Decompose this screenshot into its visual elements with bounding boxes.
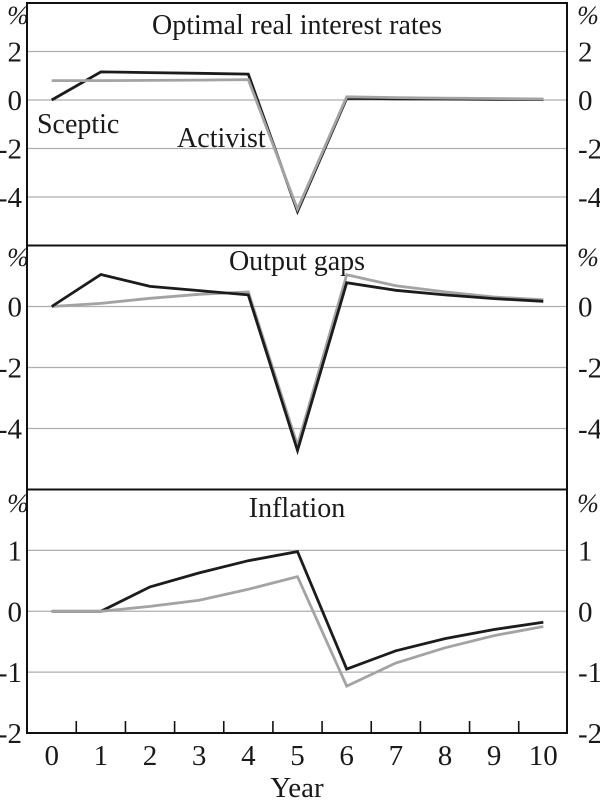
y-tick-label-left: -2 (0, 353, 22, 385)
percent-label-right: % (577, 489, 599, 518)
x-axis-title: Year (270, 772, 324, 802)
panel-3: 1 1 0 0 -1 -1 -2 -2% % Inflation (0, 488, 600, 750)
percent-label-left: % (7, 489, 29, 518)
percent-label-right: % (577, 243, 599, 272)
x-tick-label: 3 (192, 740, 207, 772)
y-tick-label-right: -2 (578, 134, 600, 166)
panel-2: 0 0 -2 -2 -4 -4% % Output gaps (0, 243, 600, 491)
y-tick-label-right: 0 (578, 292, 593, 324)
series-line-activist (51, 574, 544, 688)
y-tick-label-right: -2 (578, 353, 600, 385)
y-tick-label-right: -1 (578, 657, 600, 689)
panel-title: Optimal real interest rates (152, 10, 442, 41)
percent-label-left: % (7, 243, 29, 272)
percent-label-right: % (577, 1, 599, 30)
x-tick-label: 7 (389, 740, 404, 772)
y-tick-label-right: 0 (578, 596, 593, 628)
series-line-activist (51, 273, 544, 451)
y-tick-label-left: -2 (0, 718, 22, 750)
y-tick-label-left: -2 (0, 134, 22, 166)
x-tick-label: 1 (94, 740, 109, 772)
y-tick-label-right: 0 (578, 85, 593, 117)
y-tick-label-left: 0 (8, 85, 23, 117)
annotation-sceptic: Sceptic (37, 109, 119, 140)
x-tick-label: 8 (438, 740, 453, 772)
x-tick-label: 5 (290, 740, 305, 772)
x-axis: 0 1 2 3 4 5 6 7 8 9 10 Year (44, 721, 558, 804)
x-tick-label: 10 (529, 740, 558, 772)
panel-title: Output gaps (229, 246, 365, 277)
annotation-activist: Activist (177, 123, 266, 154)
series-line-sceptic (51, 70, 544, 216)
x-tick-label: 4 (241, 740, 256, 772)
x-tick-label: 9 (487, 740, 502, 772)
y-tick-label-left: -4 (0, 414, 22, 446)
y-tick-label-left: 2 (8, 37, 23, 69)
x-tick-label: 2 (143, 740, 158, 772)
panel-1: 2 2 0 0 -2 -2 -4 -4% % Optimal real interest rate… (0, 1, 600, 247)
panel-title: Inflation (249, 493, 345, 524)
y-tick-label-right: -4 (578, 182, 600, 214)
y-tick-label-left: 0 (8, 292, 23, 324)
y-tick-label-left: 1 (8, 535, 23, 567)
percent-label-left: % (7, 1, 29, 30)
y-tick-label-right: -2 (578, 718, 600, 750)
series-line-activist (51, 78, 544, 213)
y-tick-label-right: 2 (578, 37, 593, 69)
y-tick-label-left: -1 (0, 657, 22, 689)
y-tick-label-right: 1 (578, 535, 593, 567)
series-line-sceptic (51, 550, 544, 671)
x-tick-label: 6 (339, 740, 354, 772)
y-tick-label-right: -4 (578, 414, 600, 446)
y-tick-label-left: -4 (0, 182, 22, 214)
panel-frame (26, 488, 568, 734)
x-tick-label: 0 (44, 740, 59, 772)
series-line-sceptic (50, 272, 544, 456)
y-tick-label-left: 0 (8, 596, 23, 628)
